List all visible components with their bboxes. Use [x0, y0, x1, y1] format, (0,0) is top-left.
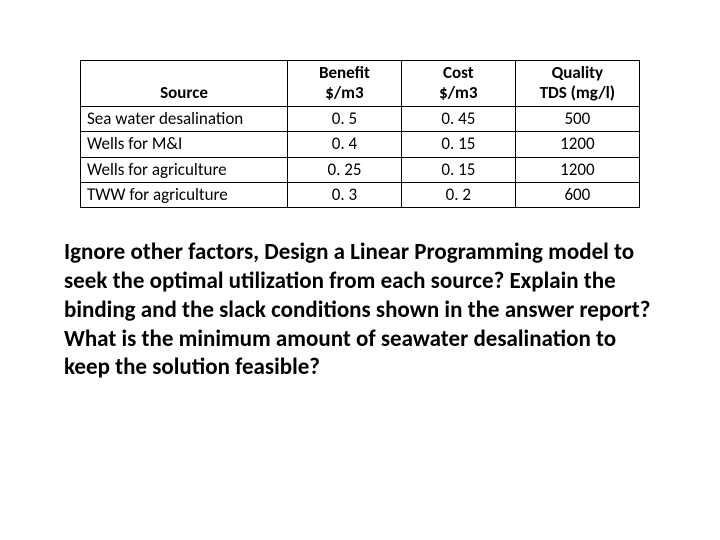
cell-source: Wells for M&I: [81, 132, 288, 157]
cell-source: TWW for agriculture: [81, 182, 288, 207]
header-benefit-line2: $/m3: [296, 83, 393, 103]
cell-benefit: 0. 3: [288, 182, 402, 207]
cell-benefit: 0. 4: [288, 132, 402, 157]
cell-source: Wells for agriculture: [81, 157, 288, 182]
cell-quality: 1200: [515, 132, 639, 157]
cell-benefit: 0. 25: [288, 157, 402, 182]
cell-benefit: 0. 5: [288, 106, 402, 131]
table-row: Wells for M&I 0. 4 0. 15 1200: [81, 132, 640, 157]
table-row: TWW for agriculture 0. 3 0. 2 600: [81, 182, 640, 207]
header-source: Source: [81, 61, 288, 107]
cell-quality: 600: [515, 182, 639, 207]
data-table: Source Benefit $/m3 Cost $/m3 Quality TD…: [80, 60, 640, 208]
table-row: Sea water desalination 0. 5 0. 45 500: [81, 106, 640, 131]
cell-quality: 500: [515, 106, 639, 131]
header-benefit-line1: Benefit: [296, 63, 393, 83]
table-row: Wells for agriculture 0. 25 0. 15 1200: [81, 157, 640, 182]
cell-cost: 0. 15: [401, 132, 515, 157]
header-benefit: Benefit $/m3: [288, 61, 402, 107]
header-quality-line2: TDS (mg/l): [524, 83, 631, 103]
table-header-row: Source Benefit $/m3 Cost $/m3 Quality TD…: [81, 61, 640, 107]
cell-source: Sea water desalination: [81, 106, 288, 131]
header-cost-line1: Cost: [410, 63, 507, 83]
header-cost: Cost $/m3: [401, 61, 515, 107]
question-text: Ignore other factors, Design a Linear Pr…: [60, 238, 660, 382]
page-root: Source Benefit $/m3 Cost $/m3 Quality TD…: [0, 0, 720, 382]
cell-quality: 1200: [515, 157, 639, 182]
cell-cost: 0. 15: [401, 157, 515, 182]
cell-cost: 0. 45: [401, 106, 515, 131]
cell-cost: 0. 2: [401, 182, 515, 207]
header-quality-line1: Quality: [524, 63, 631, 83]
header-quality: Quality TDS (mg/l): [515, 61, 639, 107]
header-source-label: Source: [89, 83, 279, 103]
header-cost-line2: $/m3: [410, 83, 507, 103]
